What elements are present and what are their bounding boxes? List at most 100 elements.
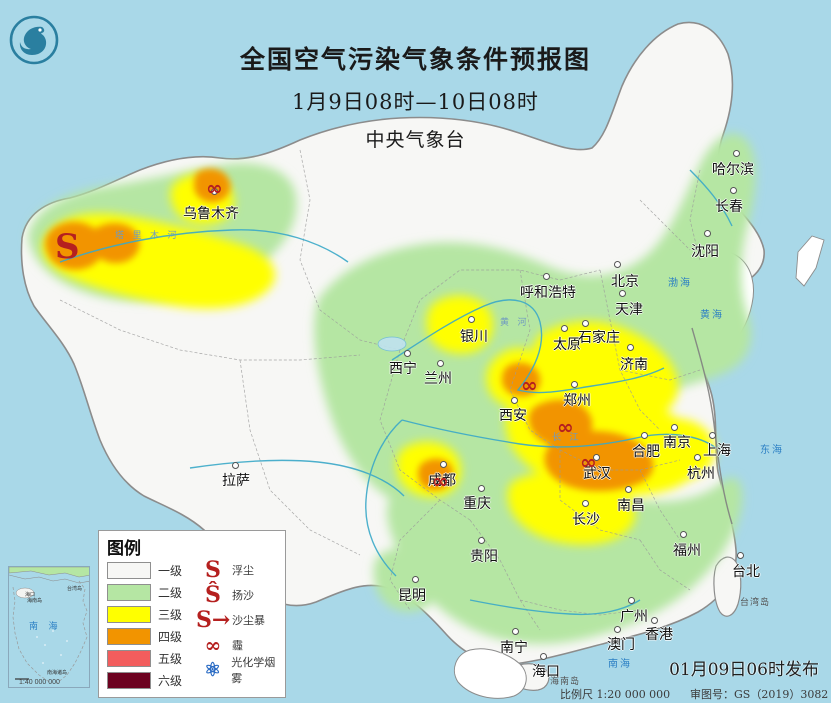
inset-scale: 1:40 000 000 — [19, 679, 60, 686]
city-marker-dot — [571, 381, 578, 388]
city-marker-dot — [543, 273, 550, 280]
legend-symbol-row: ∞ 霾 — [196, 632, 285, 657]
issue-time: 01月09日06时发布 — [669, 660, 819, 680]
sea-label: 南海 — [608, 659, 632, 670]
city-label: 贵阳 — [470, 549, 498, 565]
city-label: 天津 — [615, 302, 643, 318]
city-marker-dot — [680, 531, 687, 538]
city-marker-dot — [614, 261, 621, 268]
legend-level-label: 四级 — [158, 629, 183, 644]
city-marker-dot — [704, 230, 711, 237]
city-label: 呼和浩特 — [520, 285, 576, 301]
sea-label: 海南岛 — [550, 677, 581, 687]
legend-color-swatch — [107, 627, 151, 645]
city-label: 福州 — [673, 543, 701, 559]
city-marker-dot — [709, 432, 716, 439]
legend-level-label: 六级 — [158, 673, 183, 688]
dust-symbol-xinjiang-west: S — [55, 227, 80, 267]
city-marker-dot — [614, 626, 621, 633]
city-label: 武汉 — [583, 466, 611, 482]
legend-level-label: 二级 — [158, 585, 183, 600]
legend-symbol-row: S→ 沙尘暴 — [196, 607, 285, 633]
city-label: 合肥 — [632, 444, 660, 460]
inset-place-label: 海口 — [25, 592, 36, 598]
city-label: 石家庄 — [578, 330, 620, 346]
city-marker-dot — [582, 320, 589, 327]
city-label: 北京 — [611, 274, 639, 290]
city-label: 澳门 — [607, 637, 635, 653]
river-label: 塔 里 木 河 — [115, 230, 180, 240]
city-marker-dot — [651, 617, 658, 624]
city-marker-dot — [478, 537, 485, 544]
city-label: 台北 — [732, 564, 760, 580]
legend-level-label: 五级 — [158, 651, 183, 666]
city-label: 长沙 — [572, 512, 600, 528]
city-label: 兰州 — [424, 371, 452, 387]
haze-symbol-wuhan: ∞ — [580, 450, 597, 474]
city-label: 南京 — [663, 435, 691, 451]
approval-number: 审图号：GS（2019）3082号 — [690, 688, 829, 701]
legend-color-swatch — [107, 583, 151, 601]
city-marker-dot — [733, 150, 740, 157]
coastline — [691, 327, 733, 525]
inset-place-label: 南海诸岛 — [47, 670, 68, 676]
city-marker-dot — [737, 552, 744, 559]
inset-sea-label: 南 海 — [29, 621, 62, 631]
legend-level-row: 三级 — [107, 603, 182, 625]
rivers-layer — [59, 169, 733, 616]
legend-level-label: 三级 — [158, 607, 183, 622]
legend-symbol-label: 浮尘 — [232, 563, 254, 577]
legend-level-list: 一级 二级 三级 四级 五级 六级 — [107, 559, 182, 691]
legend-color-swatch — [107, 605, 151, 623]
city-label: 南昌 — [617, 498, 645, 514]
sea-label: 东海 — [760, 445, 784, 456]
haze-icon: ∞ — [204, 632, 222, 657]
legend-symbol-row: ⚛ 光化学烟雾 — [196, 656, 285, 685]
city-label: 海口 — [532, 664, 560, 680]
city-marker-dot — [582, 500, 589, 507]
city-marker-dot — [619, 290, 626, 297]
city-label: 太原 — [553, 337, 581, 353]
city-label: 香港 — [645, 627, 673, 643]
legend-box: 图例 一级 二级 三级 四级 五级 六级 S 浮尘 Ŝ 扬沙 S→ 沙尘暴 ∞ 霾 ⚛ 光化学烟雾 — [98, 530, 286, 698]
city-label: 乌鲁木齐 — [183, 206, 239, 222]
administrative-borders — [59, 149, 701, 631]
city-marker-dot — [671, 424, 678, 431]
sea-label: 黄海 — [700, 310, 724, 321]
legend-color-swatch — [107, 561, 151, 579]
city-marker-dot — [437, 360, 444, 367]
city-label: 杭州 — [687, 466, 715, 482]
city-label: 拉萨 — [222, 473, 250, 489]
legend-symbol-label: 光化学烟雾 — [231, 655, 276, 685]
city-marker-dot — [628, 597, 635, 604]
haze-symbol-nanyang: ∞ — [557, 415, 574, 439]
city-marker-dot — [232, 462, 239, 469]
legend-color-swatch — [107, 671, 151, 689]
river-label: 长 江 — [552, 432, 582, 442]
city-marker-dot — [593, 454, 600, 461]
legend-title: 图例 — [107, 539, 141, 559]
floating-dust-icon: S — [205, 556, 221, 583]
city-label: 长春 — [715, 199, 743, 215]
legend-level-row: 六级 — [107, 669, 182, 691]
legend-level-row: 二级 — [107, 581, 182, 603]
city-label: 成都 — [428, 473, 456, 489]
city-marker-dot — [627, 344, 634, 351]
city-marker-dot — [561, 325, 568, 332]
haze-symbol-chengdu: ∞ — [432, 469, 449, 493]
city-label: 济南 — [620, 357, 648, 373]
sea-label: 台湾岛 — [740, 598, 771, 608]
city-label: 南宁 — [500, 640, 528, 656]
legend-symbol-list: S 浮尘 Ŝ 扬沙 S→ 沙尘暴 ∞ 霾 ⚛ 光化学烟雾 — [196, 556, 285, 685]
blowing-sand-icon: Ŝ — [205, 581, 221, 608]
city-label: 银川 — [460, 329, 488, 345]
south-china-sea-inset: 南 海 1:40 000 000 台湾岛 海口 海南岛 南海诸岛 — [8, 566, 90, 688]
cma-dragon-logo — [9, 15, 59, 65]
sea-label: 渤海 — [668, 278, 692, 289]
city-label: 广州 — [620, 609, 648, 625]
legend-symbol-label: 扬沙 — [232, 588, 254, 602]
city-marker-dot — [625, 486, 632, 493]
city-label: 郑州 — [563, 393, 591, 409]
haze-symbol-guanzhong: ∞ — [521, 373, 538, 397]
